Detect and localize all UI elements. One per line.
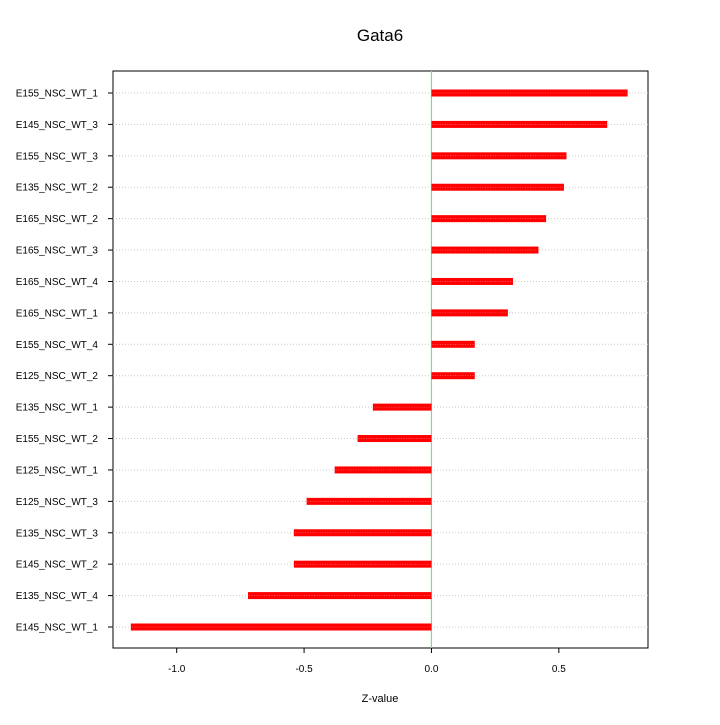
bar — [130, 623, 432, 631]
y-tick-label: E125_NSC_WT_2 — [16, 371, 99, 382]
x-tick-label: 0.5 — [552, 664, 566, 675]
y-tick-label: E165_NSC_WT_3 — [16, 246, 99, 257]
y-axis: E155_NSC_WT_1 E145_NSC_WT_3 E155_NSC_WT_3 E… — [16, 89, 113, 634]
y-tick-label: E155_NSC_WT_4 — [16, 340, 99, 351]
bar — [431, 120, 608, 128]
y-tick-label: E145_NSC_WT_3 — [16, 120, 99, 131]
y-tick-label: E155_NSC_WT_2 — [16, 434, 99, 445]
plot-frame — [112, 70, 649, 649]
chart-title: Gata6 — [357, 26, 403, 45]
bar — [431, 309, 508, 317]
y-tick-label: E145_NSC_WT_2 — [16, 560, 99, 571]
y-tick-label: E165_NSC_WT_4 — [16, 277, 99, 288]
bar — [431, 152, 567, 160]
y-tick-label: E155_NSC_WT_3 — [16, 151, 99, 162]
y-tick-label: E135_NSC_WT_1 — [16, 403, 99, 414]
grid-lines — [113, 92, 648, 628]
x-tick-label: -1.0 — [168, 664, 186, 675]
bar — [431, 215, 547, 223]
x-tick-label: -0.5 — [295, 664, 313, 675]
y-tick-label: E135_NSC_WT_2 — [16, 183, 99, 194]
y-tick-label: E135_NSC_WT_4 — [16, 591, 99, 602]
bars — [130, 89, 628, 631]
y-tick-label: E155_NSC_WT_1 — [16, 89, 99, 100]
bar — [334, 466, 432, 474]
y-tick-label: E125_NSC_WT_1 — [16, 465, 99, 476]
y-tick-label: E125_NSC_WT_3 — [16, 497, 99, 508]
bar — [431, 277, 513, 285]
y-tick-label: E135_NSC_WT_3 — [16, 528, 99, 539]
bar — [431, 89, 628, 97]
y-tick-label: E145_NSC_WT_1 — [16, 623, 99, 634]
x-axis: -1.0 -0.5 0.0 0.5 — [168, 648, 566, 675]
y-tick-label: E165_NSC_WT_2 — [16, 214, 99, 225]
bar — [306, 497, 432, 505]
x-tick-label: 0.0 — [424, 664, 438, 675]
x-axis-title: Z-value — [362, 693, 399, 705]
y-tick-label: E165_NSC_WT_1 — [16, 308, 99, 319]
